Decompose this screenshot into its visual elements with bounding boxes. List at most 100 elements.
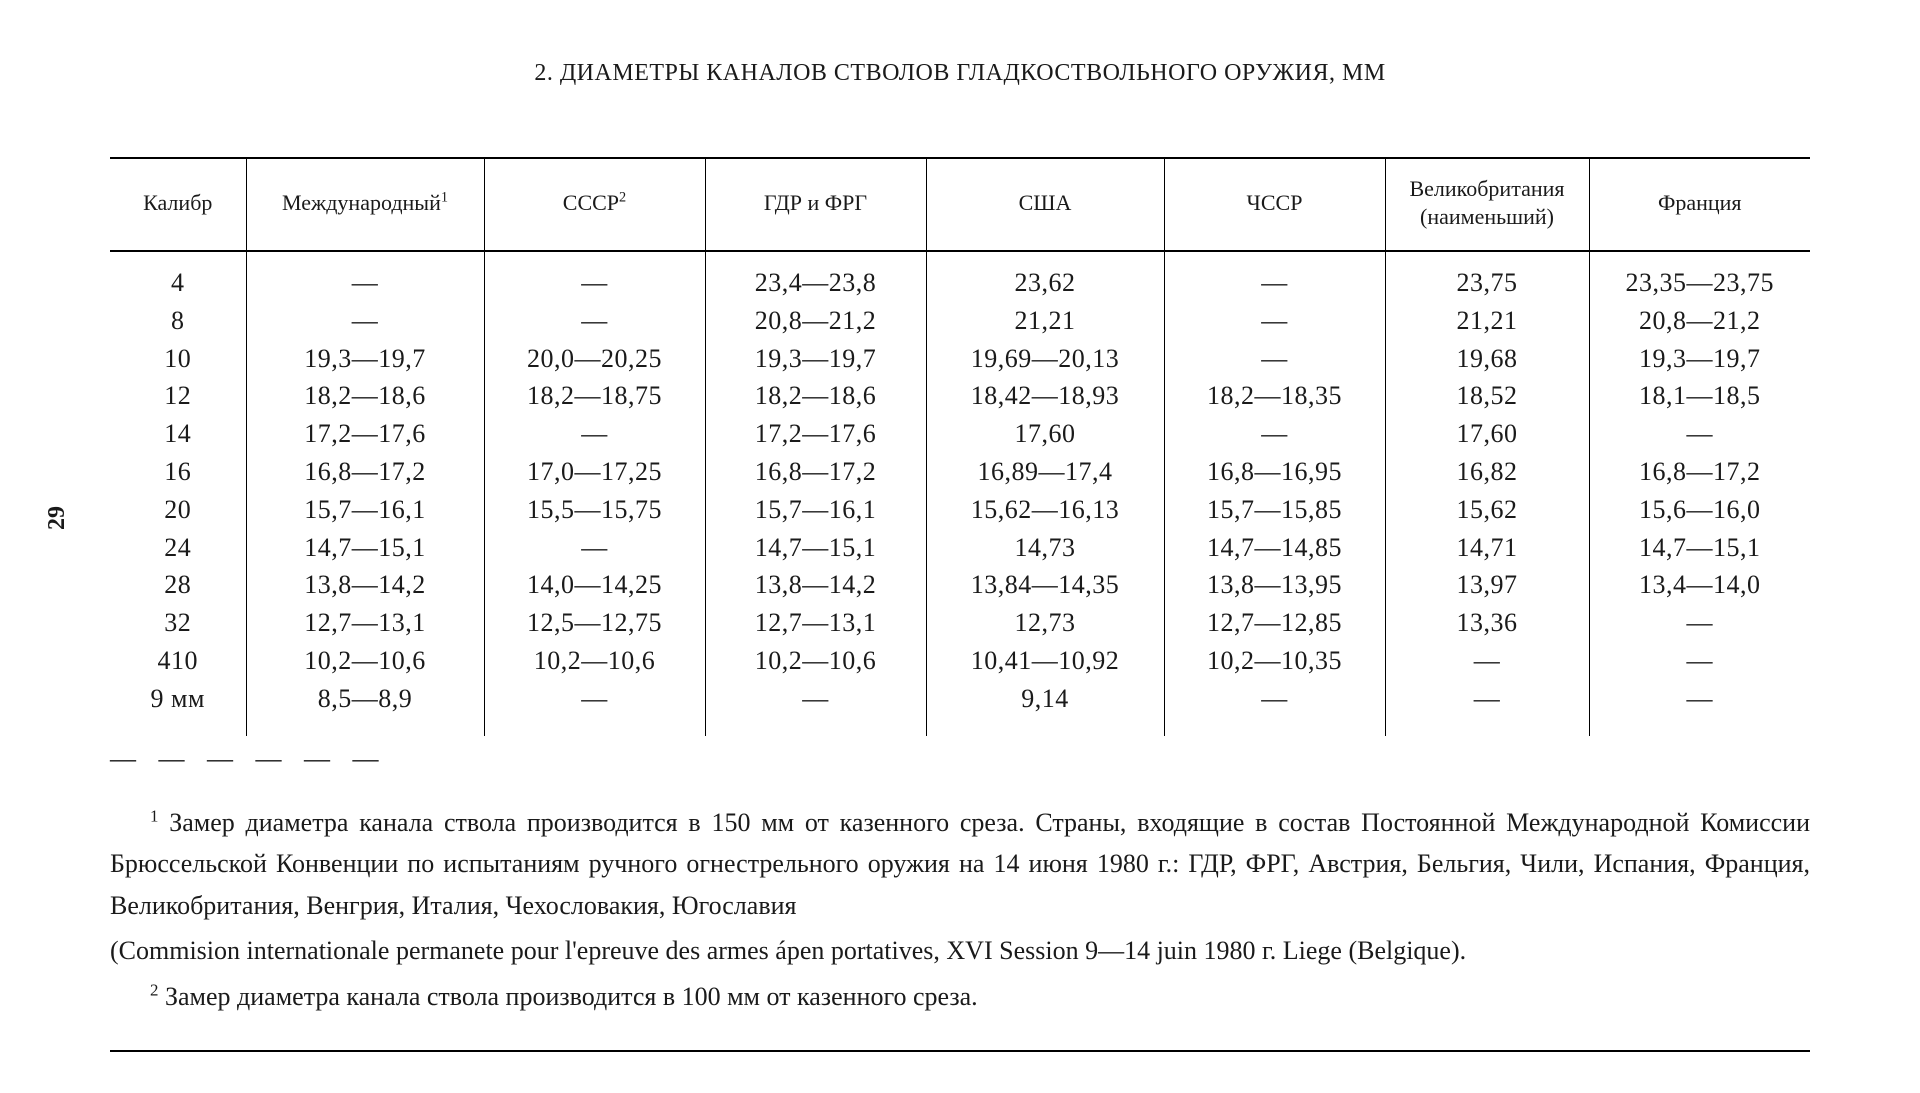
cell-france: 14,7—15,1	[1589, 529, 1810, 567]
cell-cssr: 12,7—12,85	[1164, 604, 1385, 642]
cell-caliber: 4	[110, 251, 246, 302]
cell-ussr: 14,0—14,25	[484, 566, 705, 604]
cell-usa: 10,41—10,92	[926, 642, 1164, 680]
cell-uk: 23,75	[1385, 251, 1589, 302]
cell-caliber: 20	[110, 491, 246, 529]
cell-ussr: 18,2—18,75	[484, 377, 705, 415]
cell-caliber: 8	[110, 302, 246, 340]
table-row: 14 17,2—17,6 — 17,2—17,6 17,60 — 17,60 —	[110, 415, 1810, 453]
page-number: 29	[44, 506, 71, 530]
col-uk: Великобритания (наименьший)	[1385, 158, 1589, 251]
cell-uk: 18,52	[1385, 377, 1589, 415]
cell-usa: 18,42—18,93	[926, 377, 1164, 415]
cell-usa: 15,62—16,13	[926, 491, 1164, 529]
table-row: 410 10,2—10,6 10,2—10,6 10,2—10,6 10,41—…	[110, 642, 1810, 680]
document-page: 29 2. ДИАМЕТРЫ КАНАЛОВ СТВОЛОВ ГЛАДКОСТВ…	[0, 0, 1920, 1093]
cell-gdrfrg: 14,7—15,1	[705, 529, 926, 567]
cell-caliber: 24	[110, 529, 246, 567]
cell-gdrfrg: —	[705, 680, 926, 736]
cell-cssr: —	[1164, 302, 1385, 340]
cell-usa: 21,21	[926, 302, 1164, 340]
cell-intl: 18,2—18,6	[246, 377, 484, 415]
cell-france: —	[1589, 680, 1810, 736]
cell-gdrfrg: 17,2—17,6	[705, 415, 926, 453]
cell-caliber: 28	[110, 566, 246, 604]
cell-ussr: —	[484, 251, 705, 302]
cell-usa: 14,73	[926, 529, 1164, 567]
cell-cssr: —	[1164, 680, 1385, 736]
table-body: 4 — — 23,4—23,8 23,62 — 23,75 23,35—23,7…	[110, 251, 1810, 736]
cell-intl: 10,2—10,6	[246, 642, 484, 680]
cell-usa: 19,69—20,13	[926, 340, 1164, 378]
footnotes-block: 1 Замер диаметра канала ствола производи…	[110, 802, 1810, 1052]
cell-france: 20,8—21,2	[1589, 302, 1810, 340]
cell-cssr: —	[1164, 415, 1385, 453]
cell-gdrfrg: 18,2—18,6	[705, 377, 926, 415]
cell-uk: 13,97	[1385, 566, 1589, 604]
col-gdr-frg: ГДР и ФРГ	[705, 158, 926, 251]
cell-cssr: 14,7—14,85	[1164, 529, 1385, 567]
cell-uk: 21,21	[1385, 302, 1589, 340]
cell-cssr: 16,8—16,95	[1164, 453, 1385, 491]
cell-caliber: 12	[110, 377, 246, 415]
cell-uk: 17,60	[1385, 415, 1589, 453]
cell-cssr: 15,7—15,85	[1164, 491, 1385, 529]
cell-ussr: —	[484, 415, 705, 453]
table-title: 2. ДИАМЕТРЫ КАНАЛОВ СТВОЛОВ ГЛАДКОСТВОЛЬ…	[110, 60, 1810, 87]
cell-uk: 19,68	[1385, 340, 1589, 378]
col-cssr: ЧССР	[1164, 158, 1385, 251]
cell-usa: 12,73	[926, 604, 1164, 642]
table-row: 20 15,7—16,1 15,5—15,75 15,7—16,1 15,62—…	[110, 491, 1810, 529]
footnote-1-continued: (Commision internationale permanete pour…	[110, 930, 1810, 972]
footnote-2: 2 Замер диаметра канала ствола производи…	[110, 976, 1810, 1018]
col-caliber: Калибр	[110, 158, 246, 251]
cell-intl: 12,7—13,1	[246, 604, 484, 642]
col-ussr: СССР2	[484, 158, 705, 251]
cell-ussr: 20,0—20,25	[484, 340, 705, 378]
cell-intl: 14,7—15,1	[246, 529, 484, 567]
cell-cssr: 18,2—18,35	[1164, 377, 1385, 415]
cell-gdrfrg: 12,7—13,1	[705, 604, 926, 642]
cell-france: —	[1589, 604, 1810, 642]
footnote-1: 1 Замер диаметра канала ствола производи…	[110, 802, 1810, 927]
cell-intl: 8,5—8,9	[246, 680, 484, 736]
col-france: Франция	[1589, 158, 1810, 251]
table-row: 9 мм 8,5—8,9 — — 9,14 — — —	[110, 680, 1810, 736]
cell-ussr: 10,2—10,6	[484, 642, 705, 680]
cell-ussr: —	[484, 302, 705, 340]
cell-ussr: 12,5—12,75	[484, 604, 705, 642]
cell-cssr: 10,2—10,35	[1164, 642, 1385, 680]
cell-usa: 13,84—14,35	[926, 566, 1164, 604]
cell-france: 15,6—16,0	[1589, 491, 1810, 529]
cell-usa: 17,60	[926, 415, 1164, 453]
cell-gdrfrg: 19,3—19,7	[705, 340, 926, 378]
cell-caliber: 14	[110, 415, 246, 453]
cell-gdrfrg: 13,8—14,2	[705, 566, 926, 604]
table-row: 12 18,2—18,6 18,2—18,75 18,2—18,6 18,42—…	[110, 377, 1810, 415]
table-row: 4 — — 23,4—23,8 23,62 — 23,75 23,35—23,7…	[110, 251, 1810, 302]
table-row: 24 14,7—15,1 — 14,7—15,1 14,73 14,7—14,8…	[110, 529, 1810, 567]
cell-gdrfrg: 10,2—10,6	[705, 642, 926, 680]
cell-intl: 15,7—16,1	[246, 491, 484, 529]
cell-intl: 13,8—14,2	[246, 566, 484, 604]
cell-intl: 16,8—17,2	[246, 453, 484, 491]
cell-cssr: 13,8—13,95	[1164, 566, 1385, 604]
cell-ussr: 15,5—15,75	[484, 491, 705, 529]
cell-gdrfrg: 23,4—23,8	[705, 251, 926, 302]
table-row: 8 — — 20,8—21,2 21,21 — 21,21 20,8—21,2	[110, 302, 1810, 340]
dashed-separator: — — — — — —	[110, 744, 1810, 774]
cell-france: —	[1589, 642, 1810, 680]
cell-intl: —	[246, 302, 484, 340]
cell-uk: 13,36	[1385, 604, 1589, 642]
table-header-row: Калибр Международный1 СССР2 ГДР и ФРГ СШ…	[110, 158, 1810, 251]
table-row: 28 13,8—14,2 14,0—14,25 13,8—14,2 13,84—…	[110, 566, 1810, 604]
col-usa: США	[926, 158, 1164, 251]
cell-intl: 19,3—19,7	[246, 340, 484, 378]
cell-intl: —	[246, 251, 484, 302]
cell-ussr: 17,0—17,25	[484, 453, 705, 491]
cell-gdrfrg: 15,7—16,1	[705, 491, 926, 529]
cell-gdrfrg: 20,8—21,2	[705, 302, 926, 340]
cell-ussr: —	[484, 680, 705, 736]
cell-intl: 17,2—17,6	[246, 415, 484, 453]
cell-caliber: 16	[110, 453, 246, 491]
